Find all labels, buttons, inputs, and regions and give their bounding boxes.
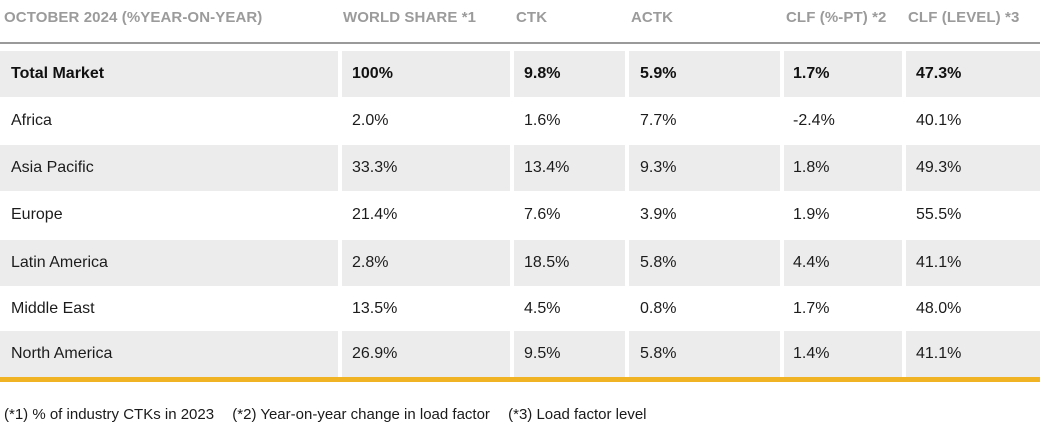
cell-clf-level: 47.3% <box>916 65 962 82</box>
row-shade <box>629 240 780 286</box>
row-shade <box>514 145 625 191</box>
cell-region: Asia Pacific <box>11 159 94 176</box>
cell-clf-pt: 1.7% <box>793 65 830 82</box>
row-shade <box>0 51 338 97</box>
row-shade <box>906 240 1040 286</box>
cell-clf-pt: 1.8% <box>793 159 830 176</box>
table-row: North America 26.9% 9.5% 5.8% 1.4% 41.1% <box>0 331 1040 377</box>
row-shade <box>784 51 902 97</box>
row-shade <box>514 51 625 97</box>
header-world-share: WORLD SHARE *1 <box>343 9 477 26</box>
cell-world-share: 21.4% <box>352 206 398 223</box>
footnote-3: (*3) Load factor level <box>508 406 647 423</box>
cell-clf-level: 41.1% <box>916 345 962 362</box>
cell-region: Latin America <box>11 254 108 271</box>
header-actk: ACTK <box>631 9 674 26</box>
table-row: Europe 21.4% 7.6% 3.9% 1.9% 55.5% <box>0 192 1040 238</box>
cell-ctk: 1.6% <box>524 112 561 129</box>
row-shade <box>342 240 510 286</box>
header-clf-level: CLF (LEVEL) *3 <box>908 9 1020 26</box>
cell-ctk: 4.5% <box>524 300 561 317</box>
cell-world-share: 26.9% <box>352 345 398 362</box>
cell-clf-pt: 1.4% <box>793 345 830 362</box>
cell-clf-pt: 1.7% <box>793 300 830 317</box>
row-shade <box>514 240 625 286</box>
cell-actk: 0.8% <box>640 300 677 317</box>
cell-world-share: 2.0% <box>352 112 389 129</box>
row-shade <box>629 145 780 191</box>
table-header: OCTOBER 2024 (%YEAR-ON-YEAR) WORLD SHARE… <box>0 0 1040 44</box>
cell-actk: 9.3% <box>640 159 677 176</box>
cell-ctk: 7.6% <box>524 206 561 223</box>
cell-clf-level: 49.3% <box>916 159 962 176</box>
row-shade <box>0 145 338 191</box>
cell-region: Africa <box>11 112 52 129</box>
cell-world-share: 100% <box>352 65 393 82</box>
row-shade <box>906 331 1040 377</box>
header-ctk: CTK <box>516 9 548 26</box>
cell-world-share: 13.5% <box>352 300 398 317</box>
cell-clf-pt: -2.4% <box>793 112 835 129</box>
header-period: OCTOBER 2024 (%YEAR-ON-YEAR) <box>4 9 263 26</box>
cell-actk: 5.8% <box>640 254 677 271</box>
row-shade <box>342 51 510 97</box>
row-shade <box>784 145 902 191</box>
table-row: Middle East 13.5% 4.5% 0.8% 1.7% 48.0% <box>0 286 1040 332</box>
footnote-1: (*1) % of industry CTKs in 2023 <box>4 406 215 423</box>
table-row-total: Total Market 100% 9.8% 5.9% 1.7% 47.3% <box>0 51 1040 97</box>
accent-bar <box>0 377 1040 382</box>
cell-region: Europe <box>11 206 63 223</box>
cell-ctk: 9.5% <box>524 345 561 362</box>
row-shade <box>906 145 1040 191</box>
cell-clf-level: 48.0% <box>916 300 962 317</box>
cell-world-share: 2.8% <box>352 254 389 271</box>
row-shade <box>0 240 338 286</box>
cell-ctk: 13.4% <box>524 159 570 176</box>
cell-ctk: 18.5% <box>524 254 570 271</box>
row-shade <box>342 145 510 191</box>
cell-actk: 3.9% <box>640 206 677 223</box>
cell-region: North America <box>11 345 113 362</box>
row-shade <box>784 240 902 286</box>
header-clf-pt: CLF (%-PT) *2 <box>786 9 887 26</box>
cell-actk: 5.9% <box>640 65 677 82</box>
row-shade <box>629 51 780 97</box>
row-shade <box>906 51 1040 97</box>
row-shade <box>514 331 625 377</box>
cell-clf-pt: 1.9% <box>793 206 830 223</box>
cell-clf-level: 41.1% <box>916 254 962 271</box>
cell-world-share: 33.3% <box>352 159 398 176</box>
cell-actk: 7.7% <box>640 112 677 129</box>
cell-ctk: 9.8% <box>524 65 561 82</box>
row-shade <box>784 331 902 377</box>
cell-clf-pt: 4.4% <box>793 254 830 271</box>
table-row: Asia Pacific 33.3% 13.4% 9.3% 1.8% 49.3% <box>0 145 1040 191</box>
cell-clf-level: 40.1% <box>916 112 962 129</box>
cell-actk: 5.8% <box>640 345 677 362</box>
row-shade <box>342 331 510 377</box>
footnotes: (*1) % of industry CTKs in 2023 (*2) Yea… <box>4 406 661 423</box>
cell-clf-level: 55.5% <box>916 206 962 223</box>
cell-region: Total Market <box>11 65 105 82</box>
table-row: Latin America 2.8% 18.5% 5.8% 4.4% 41.1% <box>0 240 1040 286</box>
row-shade <box>0 331 338 377</box>
cell-region: Middle East <box>11 300 95 317</box>
footnote-2: (*2) Year-on-year change in load factor <box>232 406 490 423</box>
row-shade <box>629 331 780 377</box>
table-row: Africa 2.0% 1.6% 7.7% -2.4% 40.1% <box>0 98 1040 144</box>
